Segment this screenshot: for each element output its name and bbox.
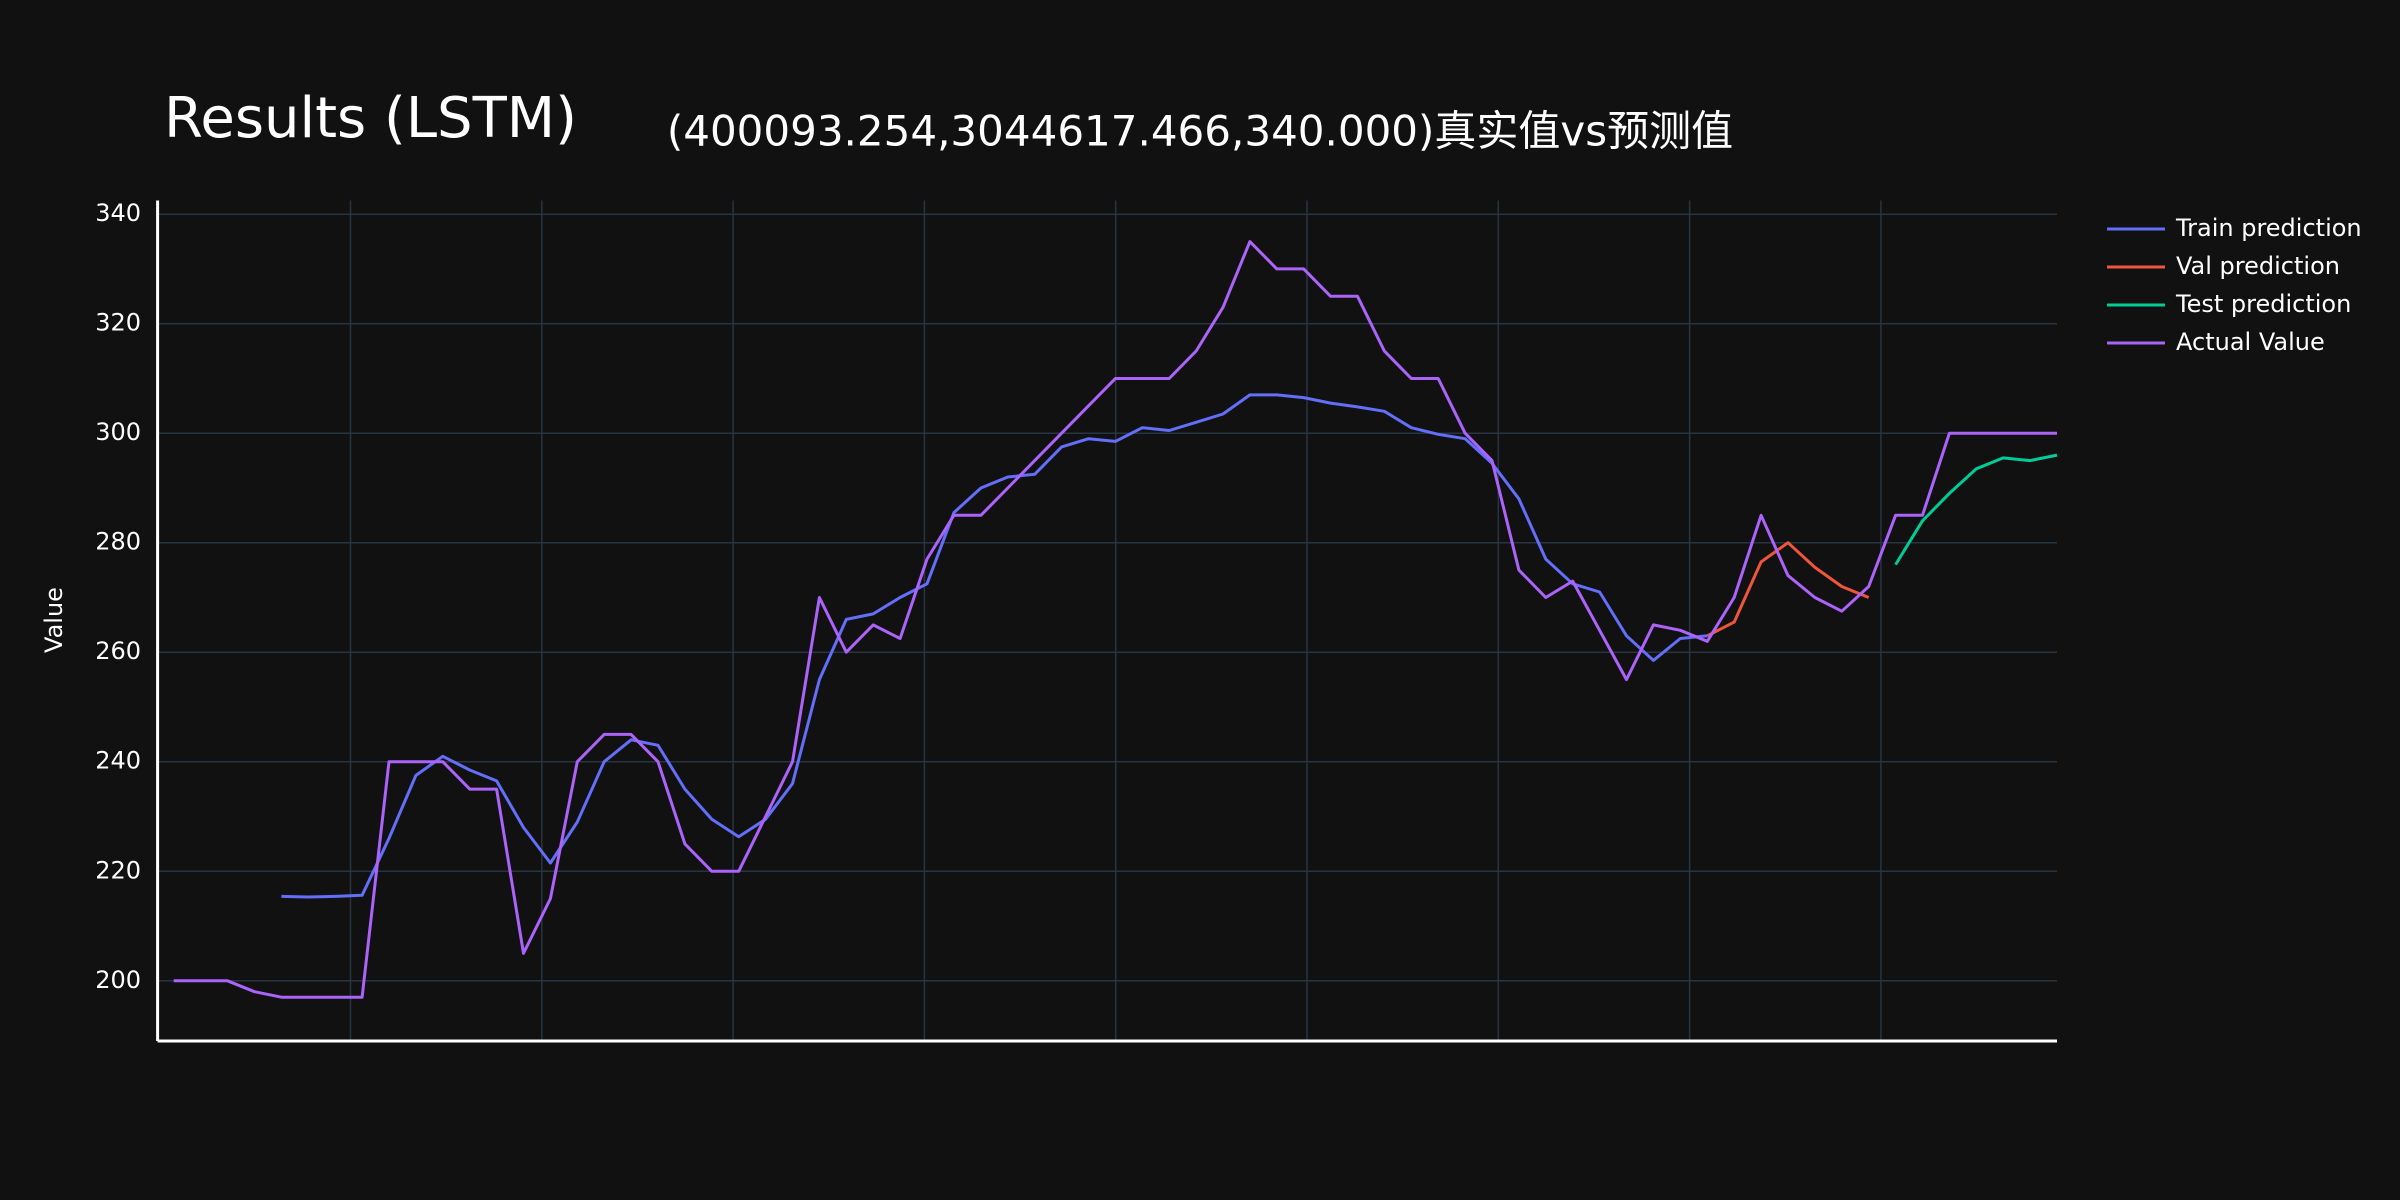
legend-label: Actual Value [2176, 328, 2325, 356]
x-grid [349, 200, 1882, 1041]
y-tick-label: 260 [95, 637, 141, 665]
series-line [1894, 453, 2058, 566]
legend-label: Val prediction [2176, 252, 2340, 280]
series-line [1706, 541, 1870, 638]
chart-title: Results (LSTM) [164, 86, 577, 151]
y-tick-label: 220 [95, 856, 141, 884]
y-tick-label: 340 [95, 199, 141, 227]
y-tick-label: 280 [95, 528, 141, 556]
y-axis-label: Value [40, 587, 68, 653]
y-tick-label: 300 [95, 418, 141, 446]
y-tick-label: 320 [95, 309, 141, 337]
chart-subtitle: (400093.254,3044617.466,340.000)真实值vs预测值 [667, 107, 1733, 156]
legend-label: Train prediction [2175, 214, 2362, 242]
y-tick-label: 240 [95, 747, 141, 775]
y-tick-label: 200 [95, 966, 141, 994]
series-line [173, 240, 2057, 999]
series-line [281, 393, 1708, 899]
legend-label: Test prediction [2175, 290, 2351, 318]
